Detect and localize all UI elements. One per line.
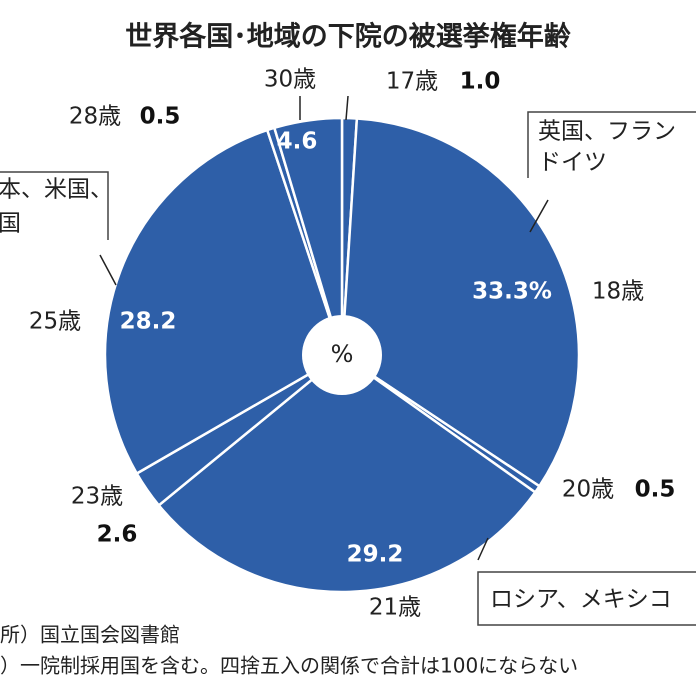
value-label: 0.5 — [635, 477, 676, 503]
category-label: 21歳 — [369, 595, 421, 621]
annotation: ロシア、メキシコ — [490, 587, 672, 613]
leader-line — [345, 95, 349, 121]
leader-line — [99, 254, 117, 286]
value-label: 29.2 — [347, 542, 404, 568]
category-label: 23歳 — [71, 484, 123, 510]
note: 所）国立国会図書館 — [0, 623, 180, 647]
leader-line — [529, 199, 549, 233]
category-label: 28歳 — [69, 104, 121, 130]
leader-line — [477, 537, 489, 561]
chart-title: 世界各国･地域の下院の被選挙権年齢 — [125, 21, 571, 53]
callout-box — [0, 171, 109, 240]
value-label: 28.2 — [120, 309, 177, 335]
annotation: 国 — [0, 211, 21, 237]
pie-slice — [157, 353, 537, 594]
value-label: 2.6 — [97, 522, 138, 548]
annotation: ドイツ — [538, 150, 607, 176]
center-hole — [302, 315, 382, 395]
category-label: 18歳 — [592, 279, 644, 305]
center-label: % — [331, 340, 354, 368]
value-label: 4.6 — [277, 129, 318, 155]
category-label: 17歳 — [386, 69, 438, 95]
pie-slice — [103, 128, 344, 476]
value-label: 33.3% — [472, 279, 552, 305]
value-label: 1.0 — [460, 69, 501, 95]
value-label: 0.5 — [140, 104, 181, 130]
callout-box — [527, 111, 696, 178]
callout-box — [477, 571, 696, 626]
annotation: 英国、フラン — [538, 119, 676, 145]
note: ）一院制採用国を含む。四捨五入の関係で合計は100にならない — [0, 654, 578, 678]
category-label: 20歳 — [562, 477, 614, 503]
category-label: 25歳 — [29, 309, 81, 335]
category-label: 30歳 — [264, 67, 316, 93]
pie-slice — [272, 116, 344, 356]
annotation: 本、米国、 — [0, 177, 113, 203]
